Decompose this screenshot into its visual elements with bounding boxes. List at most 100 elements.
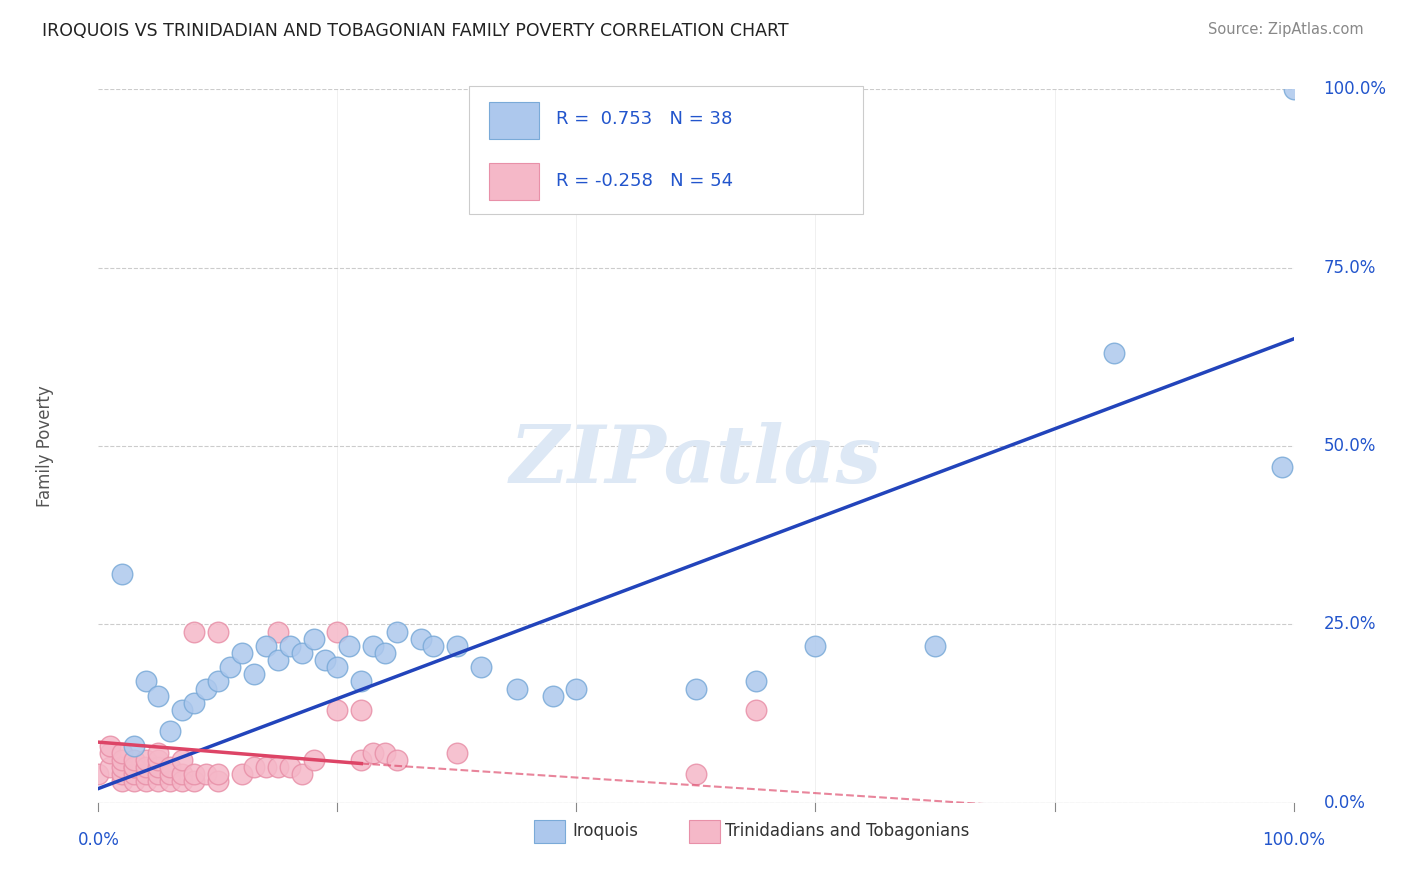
Point [124, 760, 146, 774]
Text: Family Poverty: Family Poverty [35, 385, 53, 507]
Point [98, 760, 122, 774]
Bar [489, 102, 540, 139]
Text: IROQUOIS VS TRINIDADIAN AND TOBAGONIAN FAMILY POVERTY CORRELATION CHART: IROQUOIS VS TRINIDADIAN AND TOBAGONIAN F… [42, 22, 789, 40]
Point [446, 639, 468, 653]
Point [172, 703, 194, 717]
Text: 25.0%: 25.0% [1323, 615, 1376, 633]
Point [148, 753, 170, 767]
Point [172, 753, 194, 767]
Point [267, 653, 290, 667]
Text: 100.0%: 100.0% [1323, 80, 1386, 98]
Point [326, 703, 349, 717]
Point [135, 774, 157, 789]
Point [326, 624, 349, 639]
Point [207, 624, 229, 639]
Point [159, 774, 181, 789]
Point [124, 753, 146, 767]
Point [159, 767, 181, 781]
Point [278, 760, 301, 774]
Point [111, 760, 134, 774]
Point [1102, 346, 1125, 360]
Point [111, 767, 134, 781]
Point [337, 639, 360, 653]
Point [159, 760, 181, 774]
Point [148, 689, 170, 703]
Point [804, 639, 827, 653]
Point [111, 753, 134, 767]
Text: R = -0.258   N = 54: R = -0.258 N = 54 [557, 171, 734, 189]
Text: Iroquois: Iroquois [572, 822, 638, 840]
Text: Trinidadians and Tobagonians: Trinidadians and Tobagonians [725, 822, 970, 840]
FancyBboxPatch shape [470, 86, 863, 214]
Point [350, 703, 373, 717]
Point [924, 639, 946, 653]
Point [183, 624, 205, 639]
Point [315, 653, 337, 667]
Point [231, 767, 253, 781]
Point [363, 746, 385, 760]
Point [194, 681, 217, 696]
Point [385, 624, 409, 639]
Point [135, 760, 157, 774]
Text: 0.0%: 0.0% [77, 831, 120, 849]
Point [326, 660, 349, 674]
Point [98, 746, 122, 760]
Point [374, 746, 396, 760]
Point [172, 767, 194, 781]
Point [148, 774, 170, 789]
Point [278, 639, 301, 653]
Point [446, 746, 468, 760]
Point [422, 639, 444, 653]
Point [194, 767, 217, 781]
Text: ZIPatlas: ZIPatlas [510, 422, 882, 499]
Point [267, 624, 290, 639]
Point [290, 767, 312, 781]
Point [565, 681, 588, 696]
Point [254, 639, 277, 653]
Point [183, 767, 205, 781]
Point [243, 667, 266, 681]
Point [183, 774, 205, 789]
Point [135, 674, 157, 689]
Point [350, 753, 373, 767]
Point [148, 760, 170, 774]
Point [385, 753, 409, 767]
Point [124, 760, 146, 774]
Point [231, 646, 253, 660]
Point [172, 774, 194, 789]
Point [470, 660, 492, 674]
Point [506, 681, 529, 696]
Bar [489, 162, 540, 200]
Point [135, 767, 157, 781]
Point [111, 746, 134, 760]
Point [745, 674, 768, 689]
Point [243, 760, 266, 774]
Point [124, 739, 146, 753]
Point [254, 760, 277, 774]
Text: 0.0%: 0.0% [1323, 794, 1365, 812]
Point [183, 696, 205, 710]
Text: Source: ZipAtlas.com: Source: ZipAtlas.com [1208, 22, 1364, 37]
Point [207, 767, 229, 781]
Point [350, 674, 373, 689]
Point [148, 746, 170, 760]
Point [745, 703, 768, 717]
Text: 100.0%: 100.0% [1263, 831, 1324, 849]
Text: R =  0.753   N = 38: R = 0.753 N = 38 [557, 111, 733, 128]
Point [541, 689, 564, 703]
Point [1271, 460, 1294, 475]
Point [685, 681, 707, 696]
Point [111, 774, 134, 789]
Point [267, 760, 290, 774]
Point [124, 774, 146, 789]
Point [363, 639, 385, 653]
Point [135, 753, 157, 767]
Point [290, 646, 312, 660]
Point [411, 632, 433, 646]
Text: 75.0%: 75.0% [1323, 259, 1376, 277]
Point [98, 739, 122, 753]
Point [374, 646, 396, 660]
Point [302, 632, 325, 646]
Point [111, 567, 134, 582]
Point [207, 674, 229, 689]
